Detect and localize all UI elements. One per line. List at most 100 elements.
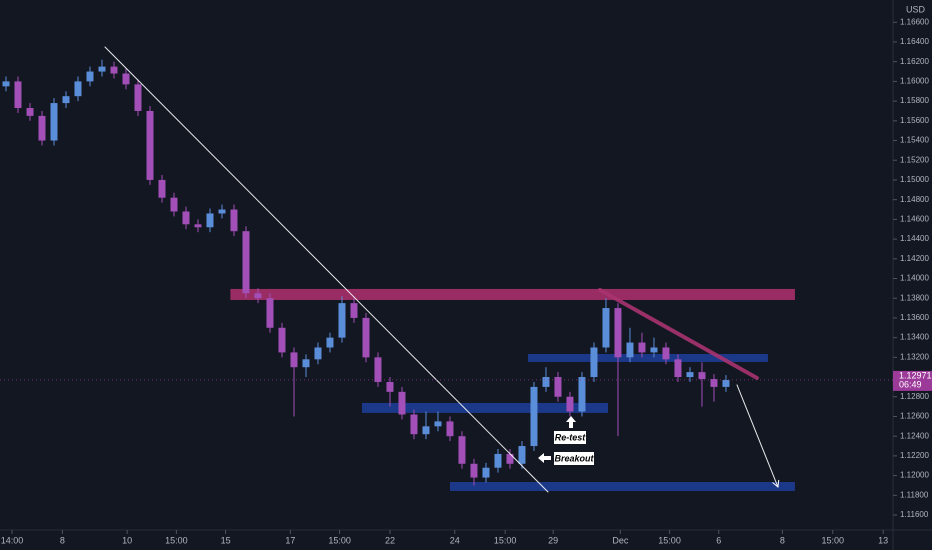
candle-body [266, 298, 274, 328]
candle-body [506, 453, 514, 464]
candle-body [626, 342, 634, 358]
candle-body [230, 209, 238, 232]
candle-body [26, 108, 34, 116]
y-tick-label: 1.14600 [900, 214, 929, 223]
candle-body [482, 467, 490, 478]
x-tick-label: 15:00 [328, 535, 351, 545]
candle-body [170, 197, 178, 212]
candle-body [122, 73, 130, 85]
zone [362, 402, 609, 413]
candle-body [218, 209, 226, 214]
candle-body [374, 357, 382, 382]
candle-body [338, 303, 346, 338]
candle-body [446, 421, 454, 437]
trend-line [736, 384, 779, 488]
y-tick-label: 1.16400 [900, 37, 929, 46]
y-tick-label: 1.11800 [900, 490, 929, 499]
candle-body [530, 386, 538, 447]
x-tick-label: 17 [285, 535, 295, 545]
x-tick-label: 8 [60, 535, 65, 545]
last-price-label: 1.12971 [899, 370, 932, 380]
candle-body [686, 372, 694, 378]
candle-body [698, 372, 706, 380]
candle-body [182, 211, 190, 225]
y-tick-label: 1.15600 [900, 116, 929, 125]
arrow-icon [538, 453, 551, 463]
candle-body [386, 381, 394, 392]
candle-body [14, 81, 22, 109]
y-tick-label: 1.12200 [900, 451, 929, 460]
zone [449, 482, 795, 491]
candle-body [566, 396, 574, 412]
arrow-head [772, 479, 780, 488]
y-tick-label: 1.15800 [900, 96, 929, 105]
y-tick-label: 1.15400 [900, 136, 929, 145]
x-tick-label: 10 [122, 535, 132, 545]
candle-body [290, 352, 298, 368]
candle-body [194, 224, 202, 228]
candle-body [518, 446, 526, 464]
candle-body [398, 391, 406, 415]
candle-body [326, 337, 334, 348]
candle-body [50, 103, 58, 141]
annotation: Breakout [554, 453, 594, 463]
candle-body [662, 347, 670, 360]
x-tick-label: 15:00 [821, 535, 844, 545]
candle-body [554, 377, 562, 397]
candle-body [434, 421, 442, 427]
x-tick-label: 14:00 [1, 535, 24, 545]
arrow-icon [566, 416, 576, 428]
candle-body [278, 327, 286, 353]
candle-body [134, 84, 142, 111]
candle-body [470, 463, 478, 478]
y-tick-label: 1.16000 [900, 77, 929, 86]
candle-body [2, 81, 10, 87]
y-tick-label: 1.14200 [900, 254, 929, 263]
x-tick-label: 15:00 [494, 535, 517, 545]
zone [527, 353, 768, 362]
candle-body [722, 380, 730, 387]
candle-body [614, 308, 622, 358]
candle-body [110, 66, 118, 74]
candle-body [410, 414, 418, 435]
candle-body [38, 115, 46, 141]
x-tick-label: 6 [716, 535, 721, 545]
currency: USD [906, 4, 926, 14]
y-tick-label: 1.14800 [900, 195, 929, 204]
trend-line [104, 46, 549, 493]
x-tick-label: 15:00 [165, 535, 188, 545]
y-tick-label: 1.15000 [900, 175, 929, 184]
candle-body [314, 347, 322, 360]
y-tick-label: 1.15200 [900, 155, 929, 164]
candle-body [254, 293, 262, 299]
y-tick-label: 1.12000 [900, 471, 929, 480]
candle-body [542, 377, 550, 387]
y-tick-label: 1.13200 [900, 352, 929, 361]
candle-body [302, 359, 310, 368]
last-price-time: 06:49 [899, 379, 922, 389]
candle-body [98, 66, 106, 72]
x-tick-label: 13 [878, 535, 888, 545]
candle-body [638, 342, 646, 353]
y-tick-label: 1.14400 [900, 234, 929, 243]
candle-body [578, 377, 586, 412]
x-tick-label: 8 [780, 535, 785, 545]
y-tick-label: 1.14000 [900, 274, 929, 283]
candle-body [494, 453, 502, 468]
candle-body [74, 81, 82, 97]
last-price-tag [893, 370, 932, 391]
y-tick-label: 1.12400 [900, 431, 929, 440]
x-tick-label: 22 [385, 535, 395, 545]
y-tick-label: 1.16200 [900, 57, 929, 66]
trend-line [597, 287, 759, 380]
candle-body [86, 71, 94, 82]
x-tick-label: 15:00 [658, 535, 681, 545]
y-tick-label: 1.16600 [900, 17, 929, 26]
y-tick-label: 1.11600 [900, 510, 929, 519]
x-tick-label: 24 [450, 535, 460, 545]
x-tick-label: Dec [612, 535, 629, 545]
candle-body [458, 436, 466, 464]
candle-body [62, 96, 70, 104]
